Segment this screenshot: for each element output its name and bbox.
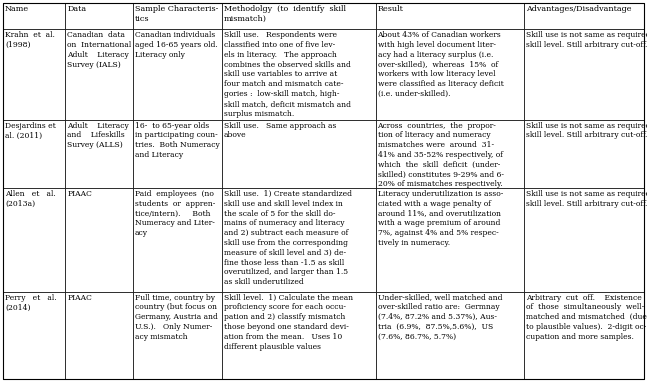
Text: Arbitrary  cut  off.    Existence
of  those  simultaneously  well-
matched and m: Arbitrary cut off. Existence of those si… bbox=[526, 293, 647, 341]
Bar bbox=[222, 29, 375, 120]
Bar bbox=[133, 29, 222, 120]
Text: Skill use is not same as required
skill level. Still arbitrary cut-off.: Skill use is not same as required skill … bbox=[526, 190, 647, 208]
Text: Methodolgy  (to  identify  skill
mismatch): Methodolgy (to identify skill mismatch) bbox=[224, 5, 346, 23]
Bar bbox=[65, 291, 133, 379]
Bar bbox=[524, 291, 644, 379]
Text: Canadian individuals
aged 16-65 years old.
Literacy only: Canadian individuals aged 16-65 years ol… bbox=[135, 31, 217, 59]
Bar bbox=[3, 29, 65, 120]
Text: About 43% of Canadian workers
with high level document liter-
acy had a literacy: About 43% of Canadian workers with high … bbox=[377, 31, 503, 98]
Bar bbox=[65, 188, 133, 291]
Text: Desjardins et
al. (2011): Desjardins et al. (2011) bbox=[5, 121, 56, 139]
Text: Across  countries,  the  propor-
tion of literacy and numeracy
mismatches were  : Across countries, the propor- tion of li… bbox=[377, 121, 503, 188]
Bar bbox=[3, 3, 65, 29]
Bar bbox=[3, 291, 65, 379]
Text: Canadian  data
on  International
Adult    Literacy
Survey (IALS): Canadian data on International Adult Lit… bbox=[67, 31, 132, 68]
Text: Result: Result bbox=[377, 5, 403, 13]
Bar bbox=[375, 3, 524, 29]
Text: Under-skilled, well matched and
over-skilled ratio are:  Germnay
(7.4%, 87.2% an: Under-skilled, well matched and over-ski… bbox=[377, 293, 502, 341]
Text: Krahn  et  al.
(1998): Krahn et al. (1998) bbox=[5, 31, 55, 49]
Text: Skill use.   Respondents were
classified into one of five lev-
els in literacy. : Skill use. Respondents were classified i… bbox=[224, 31, 351, 118]
Bar bbox=[375, 29, 524, 120]
Bar bbox=[222, 188, 375, 291]
Text: Skill level.  1) Calculate the mean
proficiency score for each occu-
pation and : Skill level. 1) Calculate the mean profi… bbox=[224, 293, 353, 351]
Bar bbox=[65, 3, 133, 29]
Text: Data: Data bbox=[67, 5, 87, 13]
Bar bbox=[524, 3, 644, 29]
Text: Advantages/Disadvantage: Advantages/Disadvantage bbox=[526, 5, 631, 13]
Text: 16-  to 65-year olds
in participating coun-
tries.  Both Numeracy
and Literacy: 16- to 65-year olds in participating cou… bbox=[135, 121, 219, 159]
Text: PIAAC: PIAAC bbox=[67, 190, 93, 198]
Text: Adult    Literacy
and    Lifeskills
Survey (ALLS): Adult Literacy and Lifeskills Survey (AL… bbox=[67, 121, 129, 149]
Text: Paid  employees  (no
students  or  appren-
tice/intern).     Both
Numeracy and L: Paid employees (no students or appren- t… bbox=[135, 190, 215, 237]
Text: PIAAC: PIAAC bbox=[67, 293, 93, 301]
Text: Perry   et   al.
(2014): Perry et al. (2014) bbox=[5, 293, 57, 311]
Bar bbox=[375, 120, 524, 188]
Bar bbox=[222, 291, 375, 379]
Bar bbox=[65, 120, 133, 188]
Bar bbox=[133, 120, 222, 188]
Text: Skill use.  1) Create standardized
skill use and skill level index in
the scale : Skill use. 1) Create standardized skill … bbox=[224, 190, 352, 286]
Bar bbox=[524, 120, 644, 188]
Text: Literacy underutilization is asso-
ciated with a wage penalty of
around 11%, and: Literacy underutilization is asso- ciate… bbox=[377, 190, 503, 247]
Text: Skill use.   Same approach as
above: Skill use. Same approach as above bbox=[224, 121, 336, 139]
Text: Skill use is not same as required
skill level. Still arbitrary cut-off.: Skill use is not same as required skill … bbox=[526, 121, 647, 139]
Text: Skill use is not same as required
skill level. Still arbitrary cut-off.: Skill use is not same as required skill … bbox=[526, 31, 647, 49]
Bar bbox=[133, 188, 222, 291]
Bar bbox=[3, 120, 65, 188]
Bar bbox=[133, 3, 222, 29]
Text: Allen   et   al.
(2013a): Allen et al. (2013a) bbox=[5, 190, 56, 208]
Text: Sample Characteris-
tics: Sample Characteris- tics bbox=[135, 5, 218, 23]
Text: Full time, country by
country (but focus on
Germany, Austria and
U.S.).   Only N: Full time, country by country (but focus… bbox=[135, 293, 217, 341]
Bar bbox=[524, 29, 644, 120]
Bar bbox=[524, 188, 644, 291]
Bar bbox=[375, 291, 524, 379]
Text: Name: Name bbox=[5, 5, 29, 13]
Bar bbox=[3, 188, 65, 291]
Bar bbox=[375, 188, 524, 291]
Bar bbox=[133, 291, 222, 379]
Bar bbox=[222, 3, 375, 29]
Bar bbox=[65, 29, 133, 120]
Bar bbox=[222, 120, 375, 188]
